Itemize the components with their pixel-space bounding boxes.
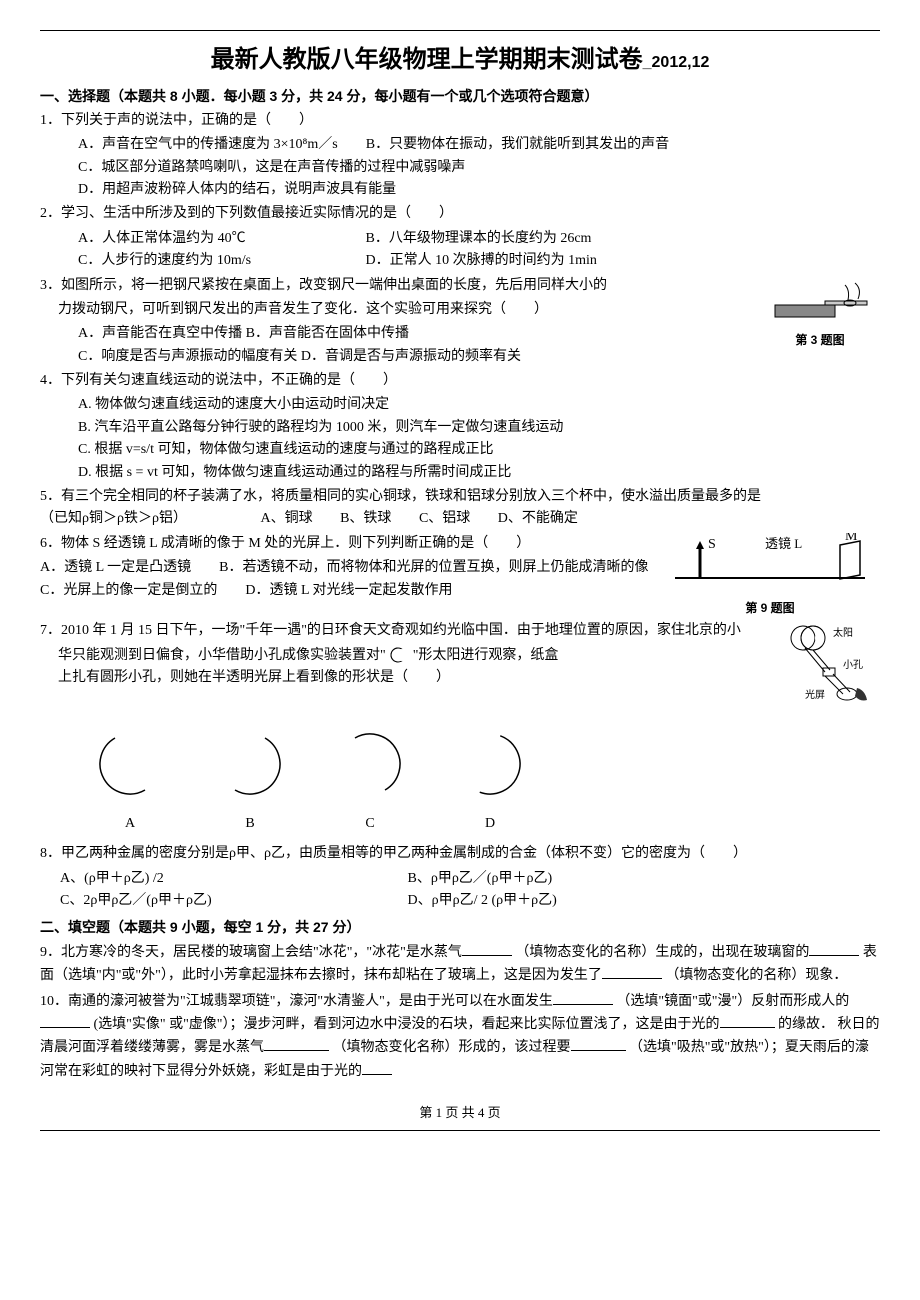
q6-a: A．透镜 L 一定是凸透镜 — [40, 560, 191, 575]
section1-head: 一、选择题（本题共 8 小题．每小题 3 分，共 24 分，每小题有一个或几个选… — [40, 85, 880, 107]
top-divider — [40, 30, 880, 31]
title-suffix: _2012,12 — [643, 54, 710, 71]
blank — [809, 941, 859, 956]
q7-stem2: 华只能观测到日偏食，小华借助小孔成像实验装置对" — [58, 648, 386, 663]
blank — [720, 1013, 775, 1028]
blank — [462, 941, 512, 956]
q5: 5．有三个完全相同的杯子装满了水，将质量相同的实心铜球，铁球和铝球分别放入三个杯… — [40, 486, 880, 531]
svg-text:太阳: 太阳 — [833, 626, 853, 639]
q4-stem: 4．下列有关匀速直线运动的说法中，不正确的是（ ） — [40, 370, 880, 392]
q1-c: C．城区部分道路禁鸣喇叭，这是在声音传播的过程中减弱噪声 — [78, 160, 465, 175]
q7-stem1: 7．2010 年 1 月 15 日下午，一场"千年一遇"的日环食天文奇观如约光临… — [40, 620, 880, 642]
blank — [602, 964, 662, 979]
crescent-c-icon — [330, 724, 410, 804]
q1-b: B．只要物体在振动，我们就能听到其发出的声音 — [366, 137, 669, 152]
q5-a: A、铜球 — [260, 508, 312, 530]
q2-opts: A．人体正常体温约为 40℃ B．八年级物理课本的长度约为 26cm C．人步行… — [40, 228, 880, 273]
q2-stem: 2．学习、生活中所涉及到的下列数值最接近实际情况的是（ ） — [40, 203, 880, 225]
q4-opts: A. 物体做匀速直线运动的速度大小由运动时间决定 B. 汽车沿平直公路每分钟行驶… — [40, 394, 880, 484]
q8-c: C、2ρ甲ρ乙／(ρ甲＋ρ乙) — [60, 890, 380, 912]
fig-l-label: 透镜 L — [765, 536, 802, 551]
q3-stem2: 力拨动钢尺，可听到钢尺发出的声音发生了变化．这个实验可用来探究（ ） — [40, 299, 880, 321]
q8-d: D、ρ甲ρ乙/ 2 (ρ甲＋ρ乙) — [408, 890, 557, 912]
blank — [264, 1036, 329, 1051]
q2-b: B．八年级物理课本的长度约为 26cm — [366, 228, 592, 250]
crescent-d-icon — [450, 724, 530, 804]
q5-stem: 5．有三个完全相同的杯子装满了水，将质量相同的实心铜球，铁球和铝球分别放入三个杯… — [40, 489, 761, 504]
section2-head: 二、填空题（本题共 9 小题，每空 1 分，共 27 分） — [40, 916, 880, 938]
q1-d: D．用超声波粉碎人体内的结石，说明声波具有能量 — [78, 182, 396, 197]
q7-figure: 太阳 小孔 光屏 — [770, 620, 880, 716]
crescent-a-icon — [90, 724, 170, 804]
q7-options-row: A B C D — [40, 724, 880, 835]
q7-opt-a: A — [90, 724, 170, 835]
q4-d: D. 根据 s = vt 可知，物体做匀速直线运动通过的路程与所需时间成正比 — [78, 462, 880, 484]
q10-p1: 10．南通的濠河被誉为"江城翡翠项链"，濠河"水清鉴人"，是由于光可以在水面发生 — [40, 994, 553, 1009]
q8-stem: 8．甲乙两种金属的密度分别是ρ甲、ρ乙，由质量相等的甲乙两种金属制成的合金（体积… — [40, 843, 880, 865]
blank — [553, 990, 613, 1005]
q3-ab: A．声音能否在真空中传播 B．声音能否在固体中传播 — [78, 326, 409, 341]
title-text: 最新人教版八年级物理上学期期末测试卷 — [211, 46, 643, 73]
blank — [40, 1013, 90, 1028]
q7-opt-c: C — [330, 724, 410, 835]
q3-cd: C．响度是否与声源振动的幅度有关 D．音调是否与声源振动的频率有关 — [78, 349, 521, 364]
q1-a: A．声音在空气中的传播速度为 3×10⁸m／s — [78, 137, 338, 152]
q8-opts: A、(ρ甲＋ρ乙) /2 B、ρ甲ρ乙／(ρ甲＋ρ乙) C、2ρ甲ρ乙／(ρ甲＋… — [40, 868, 880, 913]
ruler-icon — [770, 275, 870, 325]
lens-diagram-icon: S 透镜 L M — [670, 533, 870, 593]
q6-d: D．透镜 L 对光线一定起发散作用 — [245, 583, 452, 598]
q1-stem: 1．下列关于声的说法中，正确的是（ ） — [40, 110, 880, 132]
q5-b: B、铁球 — [340, 508, 391, 530]
q7-a-label: A — [90, 813, 170, 835]
q6-figure: S 透镜 L M 第 9 题图 — [660, 533, 880, 618]
q2-c: C．人步行的速度约为 10m/s — [78, 250, 338, 272]
q10: 10．南通的濠河被誉为"江城翡翠项链"，濠河"水清鉴人"，是由于光可以在水面发生… — [40, 990, 880, 1084]
q6-fig-label: 第 9 题图 — [660, 599, 880, 618]
q8-a: A、(ρ甲＋ρ乙) /2 — [60, 868, 380, 890]
q9-p2: （填物态变化的名称）生成的，出现在玻璃窗的 — [515, 945, 809, 960]
svg-text:光屏: 光屏 — [805, 688, 825, 701]
q7-d-label: D — [450, 813, 530, 835]
q7-stem3: "形太阳进行观察，纸盒 — [413, 648, 559, 663]
q7-opt-b: B — [210, 724, 290, 835]
q6-c: C．光屏上的像一定是倒立的 — [40, 583, 217, 598]
q9-p1: 9．北方寒冷的冬天，居民楼的玻璃窗上会结"冰花"，"冰花"是水蒸气 — [40, 945, 462, 960]
svg-text:小孔: 小孔 — [843, 659, 863, 671]
pinhole-diagram-icon: 太阳 小孔 光屏 — [775, 620, 875, 710]
q7-stem-row2: 华只能观测到日偏食，小华借助小孔成像实验装置对" "形太阳进行观察，纸盒 — [40, 645, 880, 667]
blank — [362, 1060, 392, 1075]
q5-cond: （已知ρ铜＞ρ铁＞ρ铝） — [40, 511, 187, 526]
q9-p4: （填物态变化的名称）现象． — [665, 968, 847, 983]
q7-c-label: C — [330, 813, 410, 835]
q4-c: C. 根据 v=s/t 可知，物体做匀速直线运动的速度与通过的路程成正比 — [78, 439, 880, 461]
q4-a: A. 物体做匀速直线运动的速度大小由运动时间决定 — [78, 394, 880, 416]
small-crescent-icon — [389, 647, 409, 663]
q10-p3: (选填"实像" 或"虚像"）；漫步河畔，看到河边水中浸没的石块，看起来比实际位置… — [94, 1017, 720, 1032]
q7-stem4: 上扎有圆形小孔，则她在半透明光屏上看到像的形状是（ ） — [40, 667, 880, 689]
q3-stem1: 3．如图所示，将一把钢尺紧按在桌面上，改变钢尺一端伸出桌面的长度，先后用同样大小… — [40, 275, 880, 297]
q10-p5: （填物态变化名称）形成的，该过程要 — [333, 1040, 571, 1055]
q8-b: B、ρ甲ρ乙／(ρ甲＋ρ乙) — [408, 868, 553, 890]
blank — [571, 1036, 626, 1051]
q3-opts: A．声音能否在真空中传播 B．声音能否在固体中传播 C．响度是否与声源振动的幅度… — [40, 323, 880, 368]
q3-figure: 第 3 题图 — [760, 275, 880, 350]
q7-opt-d: D — [450, 724, 530, 835]
q6-b: B．若透镜不动，而将物体和光屏的位置互换，则屏上仍能成清晰的像 — [219, 560, 648, 575]
crescent-b-icon — [210, 724, 290, 804]
q1-opts: A．声音在空气中的传播速度为 3×10⁸m／s B．只要物体在振动，我们就能听到… — [40, 134, 880, 201]
q4-b: B. 汽车沿平直公路每分钟行驶的路程均为 1000 米，则汽车一定做匀速直线运动 — [78, 417, 880, 439]
q5-d: D、不能确定 — [498, 508, 578, 530]
q3-fig-label: 第 3 题图 — [760, 331, 880, 350]
fig-s-label: S — [708, 537, 716, 552]
fig-m-label: M — [845, 533, 858, 544]
q2-a: A．人体正常体温约为 40℃ — [78, 228, 338, 250]
bottom-divider — [40, 1130, 880, 1131]
q7-b-label: B — [210, 813, 290, 835]
q2-d: D．正常人 10 次脉搏的时间约为 1min — [366, 250, 597, 272]
page-title: 最新人教版八年级物理上学期期末测试卷_2012,12 — [40, 41, 880, 79]
q9: 9．北方寒冷的冬天，居民楼的玻璃窗上会结"冰花"，"冰花"是水蒸气 （填物态变化… — [40, 941, 880, 988]
page-footer: 第 1 页 共 4 页 — [40, 1103, 880, 1124]
q10-p2: （选填"镜面"或"漫"）反射而形成人的 — [616, 994, 849, 1009]
q5-c: C、铝球 — [419, 508, 470, 530]
